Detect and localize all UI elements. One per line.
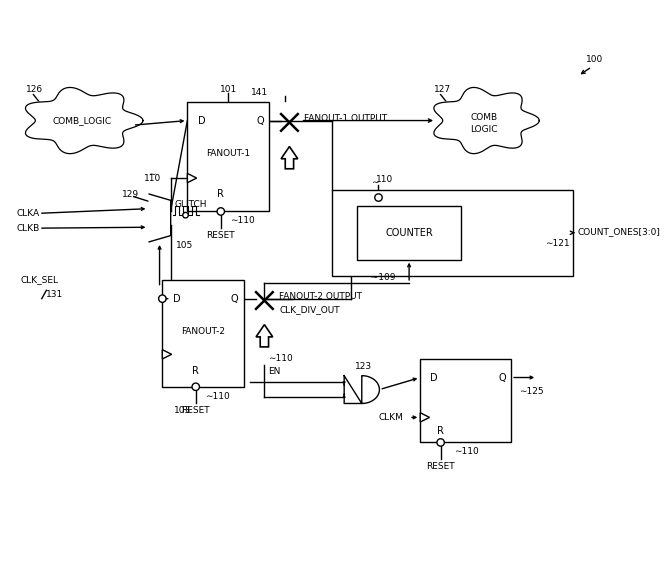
- Polygon shape: [434, 87, 539, 154]
- Text: CLKB: CLKB: [17, 224, 40, 233]
- Text: 127: 127: [434, 86, 452, 95]
- Text: Q: Q: [498, 373, 506, 382]
- Text: ∼109: ∼109: [369, 273, 396, 282]
- Text: D: D: [198, 115, 205, 126]
- Circle shape: [375, 194, 382, 201]
- Text: 103: 103: [174, 406, 191, 415]
- Text: CLKA: CLKA: [17, 209, 40, 218]
- Text: FANOUT-1: FANOUT-1: [206, 149, 250, 158]
- Text: FANOUT-2: FANOUT-2: [181, 327, 225, 336]
- Text: 129: 129: [122, 190, 139, 199]
- Bar: [162, 280, 244, 387]
- Text: CLKM: CLKM: [378, 413, 404, 422]
- Circle shape: [217, 208, 225, 215]
- Text: COMB_LOGIC: COMB_LOGIC: [52, 116, 111, 125]
- Circle shape: [437, 439, 444, 446]
- Text: COMB: COMB: [471, 113, 498, 122]
- Text: ∼121: ∼121: [545, 239, 570, 248]
- Text: COUNTER: COUNTER: [385, 228, 433, 238]
- Text: D: D: [430, 373, 438, 382]
- Text: 123: 123: [355, 362, 372, 371]
- Circle shape: [192, 383, 199, 391]
- Polygon shape: [162, 350, 172, 359]
- Text: R: R: [437, 426, 444, 436]
- Polygon shape: [420, 413, 430, 422]
- Polygon shape: [344, 376, 380, 404]
- Text: Q: Q: [231, 294, 239, 303]
- Text: FANOUT-2 OUTPUT: FANOUT-2 OUTPUT: [279, 292, 362, 301]
- Text: R: R: [217, 189, 224, 199]
- Text: RESET: RESET: [182, 406, 210, 415]
- Polygon shape: [188, 173, 197, 183]
- Text: RESET: RESET: [206, 231, 235, 240]
- Text: EN: EN: [268, 367, 281, 376]
- Circle shape: [159, 295, 166, 302]
- Text: 141: 141: [251, 88, 268, 97]
- Text: GLITCH: GLITCH: [174, 199, 207, 208]
- Text: ∼125: ∼125: [519, 387, 543, 396]
- Text: 131: 131: [47, 291, 64, 300]
- Bar: [188, 102, 269, 212]
- Text: 101: 101: [219, 84, 237, 93]
- Text: D: D: [172, 294, 180, 303]
- Text: CLK_DIV_OUT: CLK_DIV_OUT: [279, 305, 340, 314]
- Text: FANOUT-1 OUTPUT: FANOUT-1 OUTPUT: [305, 114, 388, 123]
- Circle shape: [183, 212, 188, 218]
- Text: ∼110: ∼110: [268, 354, 293, 363]
- Bar: [420, 359, 511, 443]
- Text: RESET: RESET: [426, 462, 455, 471]
- Text: COUNT_ONES[3:0]: COUNT_ONES[3:0]: [577, 227, 660, 236]
- Text: 105: 105: [176, 242, 194, 251]
- Text: Q: Q: [256, 115, 263, 126]
- Polygon shape: [256, 325, 273, 347]
- Polygon shape: [148, 194, 171, 242]
- Text: ∼110: ∼110: [230, 216, 255, 225]
- Text: R: R: [192, 366, 199, 376]
- Text: ∼: ∼: [371, 178, 378, 187]
- Text: 126: 126: [26, 86, 43, 95]
- Text: 110: 110: [144, 173, 162, 182]
- Polygon shape: [25, 87, 143, 154]
- Text: LOGIC: LOGIC: [471, 126, 498, 135]
- Text: CLK_SEL: CLK_SEL: [21, 276, 59, 285]
- Text: 100: 100: [587, 55, 604, 64]
- Text: ∼110: ∼110: [454, 447, 478, 456]
- Polygon shape: [281, 146, 298, 169]
- Bar: [357, 206, 461, 260]
- Text: ∼: ∼: [148, 170, 156, 179]
- Bar: [332, 190, 573, 276]
- Text: 110: 110: [376, 176, 393, 185]
- Text: ∼110: ∼110: [205, 392, 230, 400]
